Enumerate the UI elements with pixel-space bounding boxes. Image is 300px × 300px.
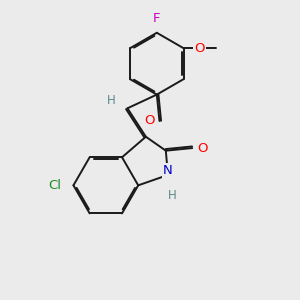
Text: Cl: Cl: [48, 179, 61, 192]
Text: N: N: [163, 164, 173, 177]
Text: O: O: [194, 42, 205, 55]
Text: H: H: [107, 94, 116, 107]
Text: F: F: [153, 11, 160, 25]
Text: O: O: [197, 142, 208, 154]
Text: O: O: [144, 115, 154, 128]
Text: H: H: [168, 189, 176, 202]
